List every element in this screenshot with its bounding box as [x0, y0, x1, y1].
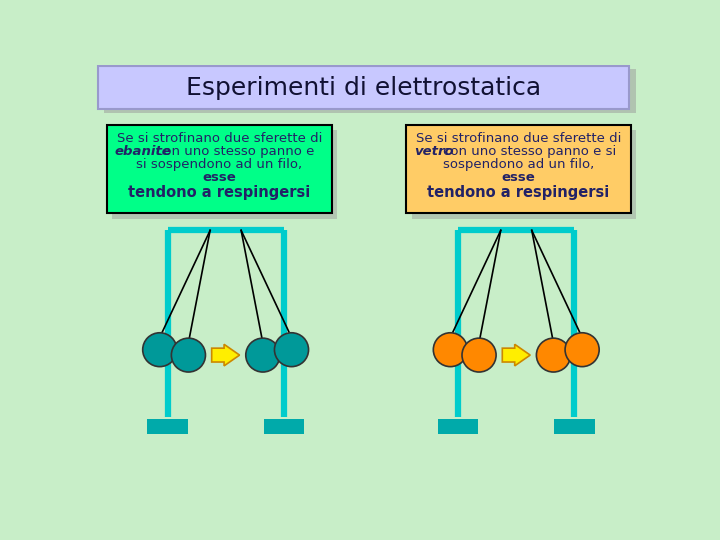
Circle shape	[274, 333, 309, 367]
Circle shape	[171, 338, 205, 372]
Text: esse: esse	[202, 172, 236, 185]
FancyBboxPatch shape	[107, 125, 332, 213]
Circle shape	[565, 333, 599, 367]
Text: con uno stesso panno e si: con uno stesso panno e si	[443, 145, 616, 158]
Text: ebanite: ebanite	[114, 145, 171, 158]
Circle shape	[246, 338, 280, 372]
FancyBboxPatch shape	[406, 125, 631, 213]
Text: Esperimenti di elettrostatica: Esperimenti di elettrostatica	[186, 76, 541, 100]
Circle shape	[433, 333, 467, 367]
FancyArrow shape	[212, 345, 240, 366]
FancyBboxPatch shape	[98, 66, 629, 110]
FancyBboxPatch shape	[554, 419, 595, 434]
FancyBboxPatch shape	[112, 130, 337, 219]
Circle shape	[536, 338, 570, 372]
Text: vetro: vetro	[414, 145, 454, 158]
FancyBboxPatch shape	[264, 419, 304, 434]
FancyBboxPatch shape	[104, 70, 636, 112]
FancyBboxPatch shape	[438, 419, 478, 434]
FancyArrow shape	[503, 345, 530, 366]
Text: Se si strofinano due sferette di: Se si strofinano due sferette di	[416, 132, 621, 145]
Circle shape	[462, 338, 496, 372]
Text: tendono a respingersi: tendono a respingersi	[428, 185, 610, 200]
Text: tendono a respingersi: tendono a respingersi	[128, 185, 310, 200]
FancyBboxPatch shape	[148, 419, 188, 434]
Circle shape	[143, 333, 177, 367]
Text: Se si strofinano due sferette di: Se si strofinano due sferette di	[117, 132, 322, 145]
Text: con uno stesso panno e: con uno stesso panno e	[156, 145, 314, 158]
Text: si sospendono ad un filo,: si sospendono ad un filo,	[136, 158, 302, 171]
FancyBboxPatch shape	[412, 130, 636, 219]
Text: esse: esse	[502, 172, 536, 185]
Text: sospendono ad un filo,: sospendono ad un filo,	[443, 158, 594, 171]
